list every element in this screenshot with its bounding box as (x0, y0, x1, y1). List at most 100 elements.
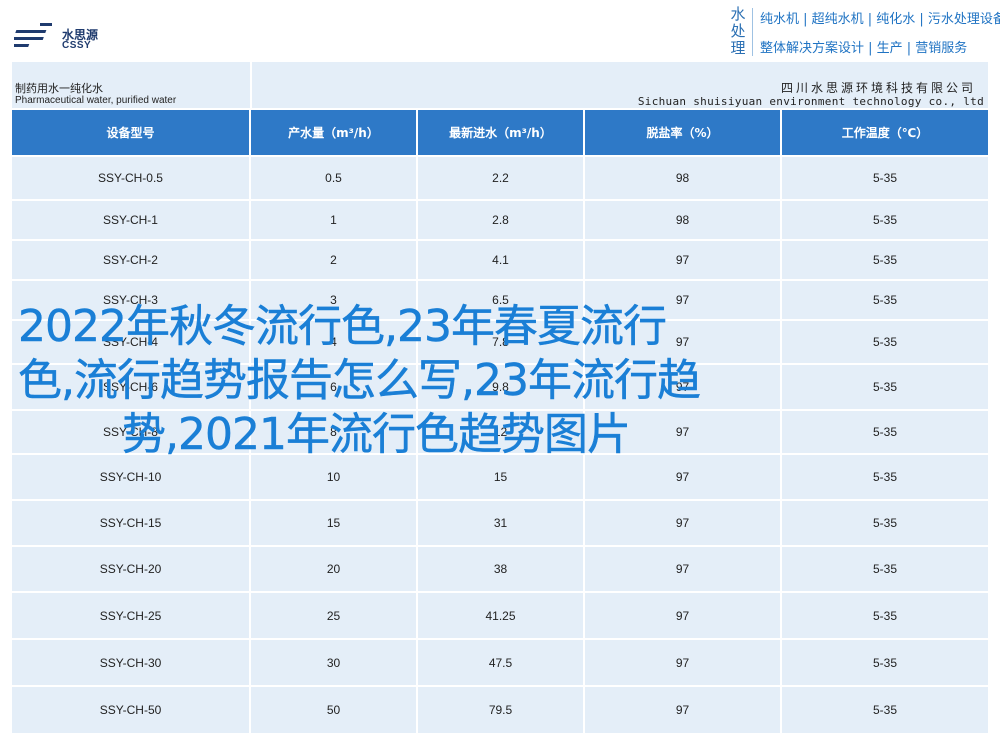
company-name-cn: 四川水思源环境科技有限公司 (780, 81, 976, 95)
cell-temperature: 5-35 (780, 591, 988, 639)
cell-output: 6 (249, 363, 417, 410)
table-row: SSY-CH-3 3 6.5 97 5-35 (12, 279, 988, 320)
table-row: SSY-CH-0.5 0.5 2.2 98 5-35 (12, 155, 988, 200)
cell-desalination: 97 (583, 279, 781, 320)
page-header: 水思源 CSSY 水 处 理 纯水机 | 超纯水机 | 纯化水 | 污水处理设备… (0, 0, 1000, 62)
cell-inflow: 79.5 (416, 685, 584, 733)
cell-output: 30 (249, 638, 417, 686)
col-header-inflow: 最新进水（m³/h） (416, 110, 584, 156)
cell-inflow: 4.1 (416, 239, 584, 280)
header-divider (752, 8, 753, 56)
cell-desalination: 98 (583, 155, 781, 200)
col-header-desalination: 脱盐率（%） (583, 110, 781, 156)
table-row: SSY-CH-15 15 31 97 5-35 (12, 499, 988, 546)
product-title-bar: 制药用水一纯化水 Pharmaceutical water, purified … (12, 62, 988, 108)
cell-output: 4 (249, 319, 417, 364)
cell-model: SSY-CH-10 (12, 453, 250, 500)
cell-temperature: 5-35 (780, 155, 988, 200)
cell-desalination: 97 (583, 453, 781, 500)
cell-inflow: 47.5 (416, 638, 584, 686)
cell-desalination: 97 (583, 591, 781, 639)
cell-temperature: 5-35 (780, 363, 988, 410)
col-header-model: 设备型号 (12, 110, 250, 156)
product-name-block: 制药用水一纯化水 Pharmaceutical water, purified … (12, 62, 250, 108)
cell-model: SSY-CH-1 (12, 199, 250, 240)
cell-model: SSY-CH-8 (12, 409, 250, 454)
headline-line-3: 势,2021年流行色趋势图片 (122, 409, 631, 461)
table-row: SSY-CH-6 6 9.8 97 5-35 (12, 363, 988, 410)
logo-waves-icon (14, 23, 52, 47)
cell-desalination: 97 (583, 319, 781, 364)
cell-model: SSY-CH-25 (12, 591, 250, 639)
col-header-output: 产水量（m³/h） (249, 110, 417, 156)
cell-output: 1 (249, 199, 417, 240)
table-row: SSY-CH-2 2 4.1 97 5-35 (12, 239, 988, 280)
cell-inflow: 12 (416, 409, 584, 454)
cell-temperature: 5-35 (780, 319, 988, 364)
spec-table: 设备型号 产水量（m³/h） 最新进水（m³/h） 脱盐率（%） 工作温度（℃）… (12, 110, 988, 733)
cell-desalination: 97 (583, 363, 781, 410)
title-separator (250, 62, 252, 108)
cell-output: 20 (249, 545, 417, 592)
logo-chinese-name: 水思源 (62, 28, 99, 42)
cell-model: SSY-CH-50 (12, 685, 250, 733)
cell-output: 15 (249, 499, 417, 546)
vertical-brand-text: 水 处 理 (728, 6, 748, 57)
table-row: SSY-CH-8 8 12 97 5-35 (12, 409, 988, 454)
cell-desalination: 98 (583, 199, 781, 240)
product-name-en: Pharmaceutical water, purified water (15, 95, 177, 106)
headline-line-1: 2022年秋冬流行色,23年春夏流行 (18, 301, 667, 353)
company-logo[interactable]: 水思源 CSSY (14, 20, 124, 54)
cell-inflow: 2.2 (416, 155, 584, 200)
logo-english-name: CSSY (62, 40, 92, 51)
cell-inflow: 9.8 (416, 363, 584, 410)
cell-model: SSY-CH-15 (12, 499, 250, 546)
table-header-row: 设备型号 产水量（m³/h） 最新进水（m³/h） 脱盐率（%） 工作温度（℃） (12, 110, 988, 156)
cell-temperature: 5-35 (780, 453, 988, 500)
product-name-cn: 制药用水一纯化水 (15, 82, 103, 95)
cell-output: 10 (249, 453, 417, 500)
cell-temperature: 5-35 (780, 685, 988, 733)
slogan-line-2: 整体解决方案设计 | 生产 | 营销服务 (760, 41, 968, 56)
overlay-headline[interactable]: 2022年秋冬流行色,23年春夏流行 色,流行趋势报告怎么写,23年流行趋 势,… (18, 300, 888, 462)
cell-desalination: 97 (583, 409, 781, 454)
cell-temperature: 5-35 (780, 409, 988, 454)
cell-temperature: 5-35 (780, 545, 988, 592)
cell-inflow: 2.8 (416, 199, 584, 240)
cell-output: 50 (249, 685, 417, 733)
cell-temperature: 5-35 (780, 638, 988, 686)
cell-output: 3 (249, 279, 417, 320)
cell-model: SSY-CH-2 (12, 239, 250, 280)
cell-output: 8 (249, 409, 417, 454)
vertical-char: 处 (730, 22, 746, 40)
table-row: SSY-CH-4 4 7.8 97 5-35 (12, 319, 988, 364)
cell-inflow: 7.8 (416, 319, 584, 364)
cell-inflow: 38 (416, 545, 584, 592)
headline-line-2: 色,流行趋势报告怎么写,23年流行趋 (18, 355, 701, 407)
table-body: SSY-CH-0.5 0.5 2.2 98 5-35 SSY-CH-1 1 2.8 98 5-35… (12, 155, 988, 733)
cell-output: 0.5 (249, 155, 417, 200)
cell-desalination: 97 (583, 685, 781, 733)
cell-desalination: 97 (583, 499, 781, 546)
cell-model: SSY-CH-20 (12, 545, 250, 592)
vertical-char: 理 (730, 39, 746, 57)
cell-model: SSY-CH-30 (12, 638, 250, 686)
slogan-line-1: 纯水机 | 超纯水机 | 纯化水 | 污水处理设备 (760, 12, 1000, 27)
table-row: SSY-CH-10 10 15 97 5-35 (12, 453, 988, 500)
cell-output: 25 (249, 591, 417, 639)
cell-temperature: 5-35 (780, 199, 988, 240)
cell-model: SSY-CH-0.5 (12, 155, 250, 200)
cell-desalination: 97 (583, 638, 781, 686)
company-name-en: Sichuan shuisiyuan environment technolog… (637, 95, 984, 108)
table-row: SSY-CH-50 50 79.5 97 5-35 (12, 685, 988, 733)
cell-inflow: 31 (416, 499, 584, 546)
vertical-char: 水 (730, 5, 746, 23)
col-header-temperature: 工作温度（℃） (780, 110, 988, 156)
cell-model: SSY-CH-4 (12, 319, 250, 364)
table-row: SSY-CH-1 1 2.8 98 5-35 (12, 199, 988, 240)
cell-desalination: 97 (583, 545, 781, 592)
cell-output: 2 (249, 239, 417, 280)
cell-inflow: 15 (416, 453, 584, 500)
cell-temperature: 5-35 (780, 279, 988, 320)
table-row: SSY-CH-20 20 38 97 5-35 (12, 545, 988, 592)
